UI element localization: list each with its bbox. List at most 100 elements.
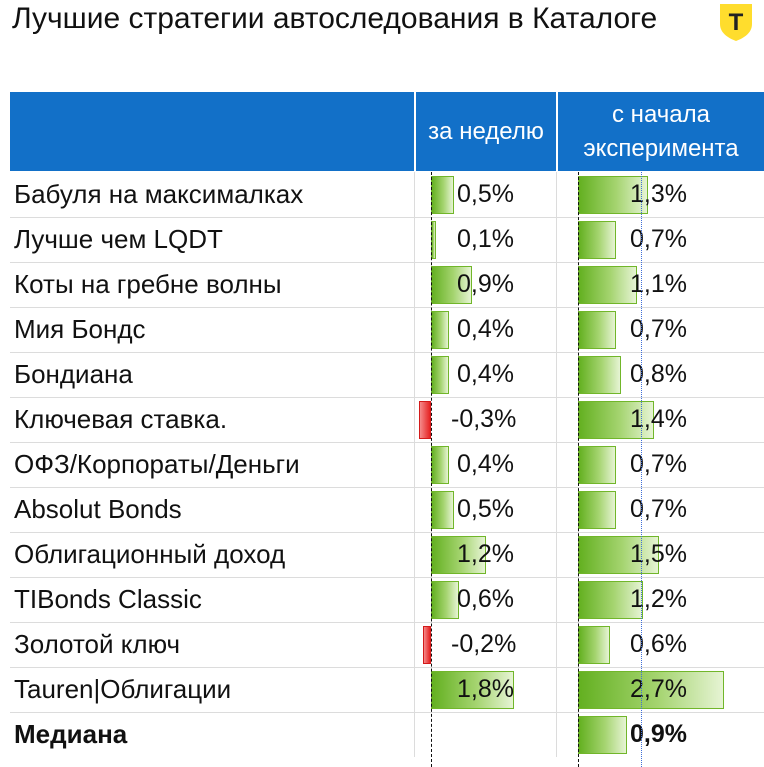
week-value: 0,5% [457,495,514,523]
week-value: 1,2% [457,540,514,568]
week-bar [431,356,450,394]
column-divider [556,397,557,442]
page-title: Лучшие стратегии автоследования в Катало… [12,2,658,35]
strategy-name: Ключевая ставка. [14,404,228,434]
table-row: Коты на гребне волны 0,9% 1,1% [10,262,764,308]
since-start-bar [578,401,654,439]
since-start-bar [578,446,616,484]
week-value: 0,6% [457,585,514,613]
week-value: 0,4% [457,315,514,343]
column-divider [414,712,415,757]
strategy-name: ОФЗ/Корпораты/Деньги [14,449,300,479]
week-value: 1,8% [457,675,514,703]
table-row: Ключевая ставка. -0,3% 1,4% [10,397,764,443]
table-row: TIBonds Classic 0,6% 1,2% [10,577,764,623]
column-divider [556,577,557,622]
week-value: 0,4% [457,450,514,478]
column-divider [414,667,415,712]
since-start-value: 0,7% [630,225,687,253]
since-start-value: 1,1% [630,270,687,298]
column-divider [414,352,415,397]
table-row: Мия Бондс 0,4% 0,7% [10,307,764,353]
week-bar [431,446,450,484]
table-row: Облигационный доход 1,2% 1,5% [10,532,764,578]
since-start-bar [578,671,724,709]
since-start-value: 0,7% [630,495,687,523]
table-row: Бабуля на максималках 0,5% 1,3% [10,172,764,218]
svg-text:Т: Т [729,9,744,36]
strategy-name: Лучше чем LQDT [14,224,223,254]
column-divider [414,262,415,307]
strategy-name: Бабуля на максималках [14,179,304,209]
column-divider [556,532,557,577]
week-bar [431,491,454,529]
column-divider [556,667,557,712]
since-start-bar [578,356,622,394]
strategy-name: Absolut Bonds [14,494,182,524]
since-start-value: 1,4% [630,405,687,433]
week-value: 0,5% [457,180,514,208]
week-bar [431,536,487,574]
column-divider [414,307,415,352]
week-negative-bar [423,626,431,664]
start-zero-axis [578,172,579,767]
column-divider [414,442,415,487]
since-start-bar [578,176,649,214]
column-divider [414,577,415,622]
column-divider [414,532,415,577]
median-row: Медиана 0,9% [10,712,764,757]
strategy-name: Золотой ключ [14,629,181,659]
column-header-since-start: с начала эксперимента [583,100,739,162]
table-row: Tauren|Облигации 1,8% 2,7% [10,667,764,713]
since-start-value: 1,2% [630,585,687,613]
since-start-value: 0,8% [630,360,687,388]
median-reference-line [641,172,642,767]
table-row: Золотой ключ -0,2% 0,6% [10,622,764,668]
since-start-value: 0,9% [630,720,687,748]
strategy-name: Медиана [14,719,128,749]
since-start-bar [578,221,616,259]
column-divider [414,622,415,667]
column-divider [556,487,557,532]
week-bar [431,266,473,304]
column-divider [556,352,557,397]
since-start-value: 0,6% [630,630,687,658]
week-bar [431,581,459,619]
week-bar [431,671,514,709]
since-start-value: 0,7% [630,315,687,343]
column-divider [556,217,557,262]
strategy-name: Tauren|Облигации [14,674,232,704]
since-start-bar [578,626,611,664]
table-header: за неделю с начала эксперимента [10,92,764,171]
week-value: -0,3% [451,405,517,433]
week-value: 0,9% [457,270,514,298]
table-row: ОФЗ/Корпораты/Деньги 0,4% 0,7% [10,442,764,488]
column-divider [414,217,415,262]
since-start-bar [578,491,616,529]
since-start-value: 0,7% [630,450,687,478]
since-start-bar [578,266,638,304]
since-start-value: 2,7% [630,675,687,703]
since-start-bar [578,536,659,574]
column-divider [556,712,557,757]
column-divider [556,622,557,667]
since-start-bar [578,716,627,754]
column-divider [556,307,557,352]
since-start-bar [578,311,616,349]
strategy-name: Мия Бондс [14,314,146,344]
week-negative-bar [419,401,431,439]
tinkoff-logo-icon: Т [720,4,752,41]
column-divider [556,172,557,217]
week-zero-axis [431,172,432,767]
strategy-name: Коты на гребне волны [14,269,282,299]
column-divider [414,397,415,442]
week-value: 0,4% [457,360,514,388]
column-divider [414,487,415,532]
column-divider [414,172,415,217]
week-value: -0,2% [451,630,517,658]
since-start-value: 1,5% [630,540,687,568]
column-divider [556,262,557,307]
column-header-week: за неделю [428,117,544,145]
week-bar [431,176,454,214]
table-row: Лучше чем LQDT 0,1% 0,7% [10,217,764,263]
